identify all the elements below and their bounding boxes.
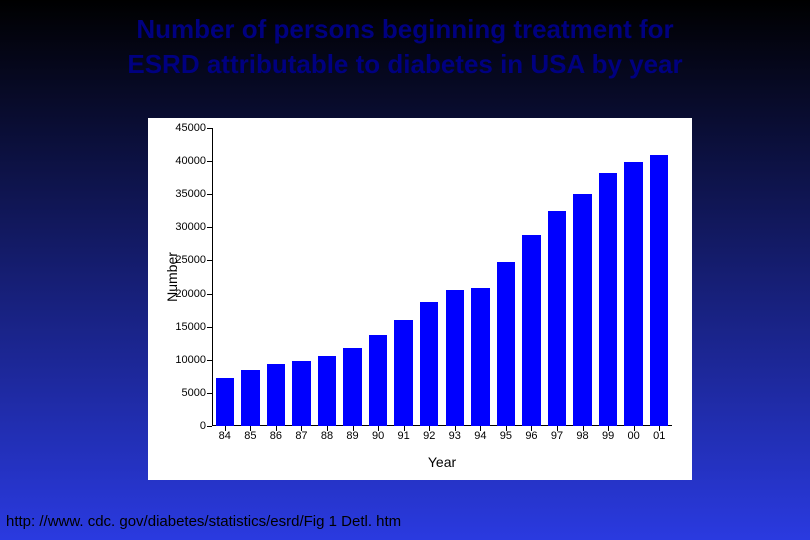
source-url: http: //www. cdc. gov/diabetes/statistic… xyxy=(6,513,401,530)
bar xyxy=(650,155,668,427)
plot-area: 0500010000150002000025000300003500040000… xyxy=(212,128,672,426)
title-line-1: Number of persons beginning treatment fo… xyxy=(136,14,673,44)
bar xyxy=(420,302,438,426)
y-axis-line xyxy=(212,128,213,426)
y-tick-label: 15000 xyxy=(175,321,212,333)
x-tick-label: 94 xyxy=(474,426,486,442)
x-tick-label: 99 xyxy=(602,426,614,442)
title-line-2: ESRD attributable to diabetes in USA by … xyxy=(127,49,682,79)
x-tick-label: 85 xyxy=(244,426,256,442)
bar xyxy=(394,320,412,426)
bar xyxy=(267,364,285,426)
slide: Number of persons beginning treatment fo… xyxy=(0,0,810,540)
bar xyxy=(318,356,336,426)
bar xyxy=(497,262,515,426)
bar xyxy=(573,194,591,426)
x-tick-label: 01 xyxy=(653,426,665,442)
x-tick-label: 87 xyxy=(295,426,307,442)
bar xyxy=(216,378,234,426)
x-tick-label: 98 xyxy=(576,426,588,442)
bar xyxy=(548,211,566,426)
y-tick-label: 35000 xyxy=(175,188,212,200)
x-tick-label: 92 xyxy=(423,426,435,442)
bar xyxy=(471,288,489,426)
x-tick-label: 96 xyxy=(525,426,537,442)
y-tick-label: 45000 xyxy=(175,122,212,134)
x-tick-label: 00 xyxy=(628,426,640,442)
x-axis-title: Year xyxy=(428,454,456,470)
x-tick-label: 90 xyxy=(372,426,384,442)
x-tick-label: 93 xyxy=(449,426,461,442)
bar xyxy=(446,290,464,426)
x-tick-label: 89 xyxy=(346,426,358,442)
bar xyxy=(343,348,361,426)
y-tick-label: 30000 xyxy=(175,221,212,233)
bar xyxy=(369,335,387,426)
y-tick-label: 40000 xyxy=(175,155,212,167)
y-axis-title: Number xyxy=(164,252,180,302)
chart-panel: 0 5000 10000 15000 20000 25000 30000 35000 40000… xyxy=(148,118,692,480)
bar xyxy=(624,162,642,426)
x-tick-label: 91 xyxy=(398,426,410,442)
x-tick-label: 84 xyxy=(219,426,231,442)
x-tick-label: 88 xyxy=(321,426,333,442)
bar xyxy=(241,370,259,426)
y-tick-label: 20000 xyxy=(175,288,212,300)
y-tick-label: 25000 xyxy=(175,254,212,266)
x-tick-label: 97 xyxy=(551,426,563,442)
y-tick-label: 10000 xyxy=(175,354,212,366)
y-tick-label: 0 xyxy=(200,420,212,432)
bar xyxy=(522,235,540,426)
bar xyxy=(292,361,310,426)
x-tick-label: 86 xyxy=(270,426,282,442)
slide-title: Number of persons beginning treatment fo… xyxy=(0,12,810,82)
bar xyxy=(599,173,617,426)
x-tick-label: 95 xyxy=(500,426,512,442)
y-tick-label: 5000 xyxy=(182,387,212,399)
